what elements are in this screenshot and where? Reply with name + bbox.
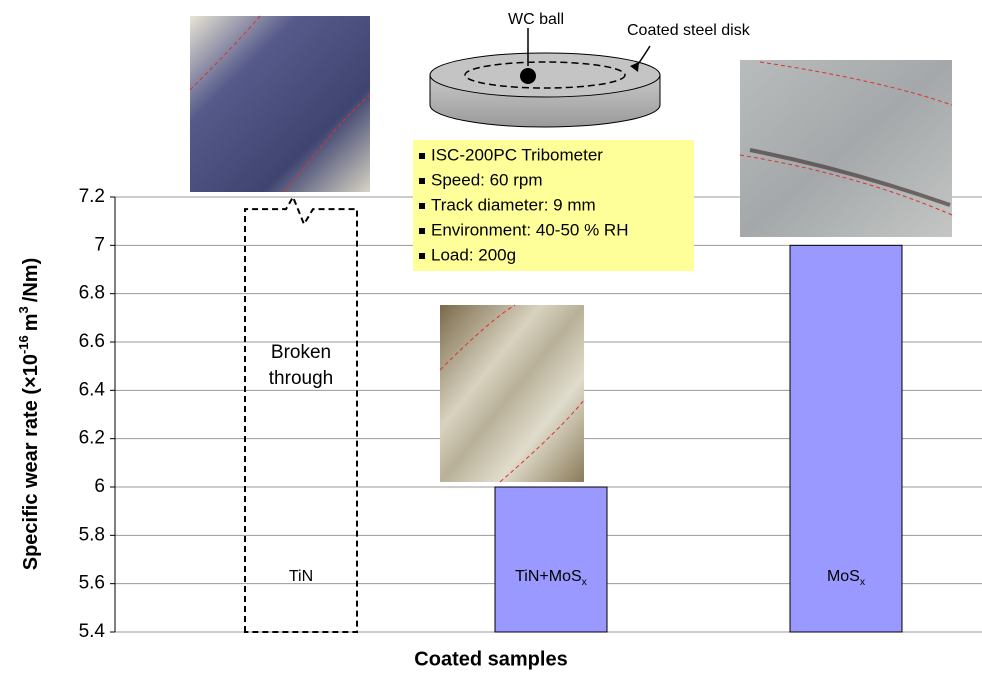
y-tick-label: 6.2 <box>79 428 105 449</box>
y-tick-label: 7.2 <box>79 186 105 207</box>
annotation: through <box>269 368 333 389</box>
y-tick-label: 6 <box>94 476 105 497</box>
diagram-label: Coated steel disk <box>627 22 751 39</box>
condition: ISC-200PC Tribometer <box>431 145 603 164</box>
bullet <box>419 203 425 209</box>
condition: Load: 200g <box>431 245 516 264</box>
superscript: 3 <box>16 306 31 313</box>
micrograph-tin-mos <box>440 305 584 482</box>
label-part: MoS <box>827 568 860 585</box>
condition: Track diameter: 9 mm <box>431 195 596 214</box>
label-part: Specific wear rate (×10 <box>20 354 42 570</box>
y-tick-label: 5.8 <box>79 524 105 545</box>
bullet <box>419 253 425 259</box>
bullet <box>419 153 425 159</box>
superscript: -16 <box>16 335 31 354</box>
bullet <box>419 178 425 184</box>
bar <box>245 197 357 632</box>
y-tick-label: 5.6 <box>79 573 105 594</box>
x-axis-label: Coated samples <box>414 648 567 670</box>
disk-diagram: WC ball Coated steel disk <box>430 11 751 127</box>
label-part: /Nm) <box>20 258 42 302</box>
subscript: x <box>582 577 588 588</box>
info-box: ISC-200PC Tribometer Speed: 60 rpm Track d… <box>413 140 694 271</box>
y-tick-label: 5.4 <box>79 621 106 642</box>
micrograph-mos <box>740 60 952 237</box>
label-part: TiN <box>289 568 313 585</box>
condition: Environment: 40-50 % RH <box>431 220 628 239</box>
y-axis-label: Specific wear rate (×10-16 m3/Nm) <box>16 258 42 571</box>
chart: WC ball Coated steel disk ISC-200PC Trib… <box>0 0 982 675</box>
bullet <box>419 228 425 234</box>
label-part: TiN+MoS <box>515 568 582 585</box>
diagram-label: WC ball <box>508 11 564 28</box>
label-part: m <box>20 313 42 331</box>
subscript: x <box>860 577 866 588</box>
bar <box>495 487 607 632</box>
y-tick-label: 6.8 <box>79 283 105 304</box>
y-tick-label: 6.4 <box>79 379 106 400</box>
micrograph-tin <box>190 16 370 192</box>
y-tick-label: 6.6 <box>79 331 105 352</box>
bar-label: TiN <box>289 568 313 585</box>
condition: Speed: 60 rpm <box>431 170 543 189</box>
y-tick-label: 7 <box>94 234 105 255</box>
annotation: Broken <box>271 342 331 363</box>
